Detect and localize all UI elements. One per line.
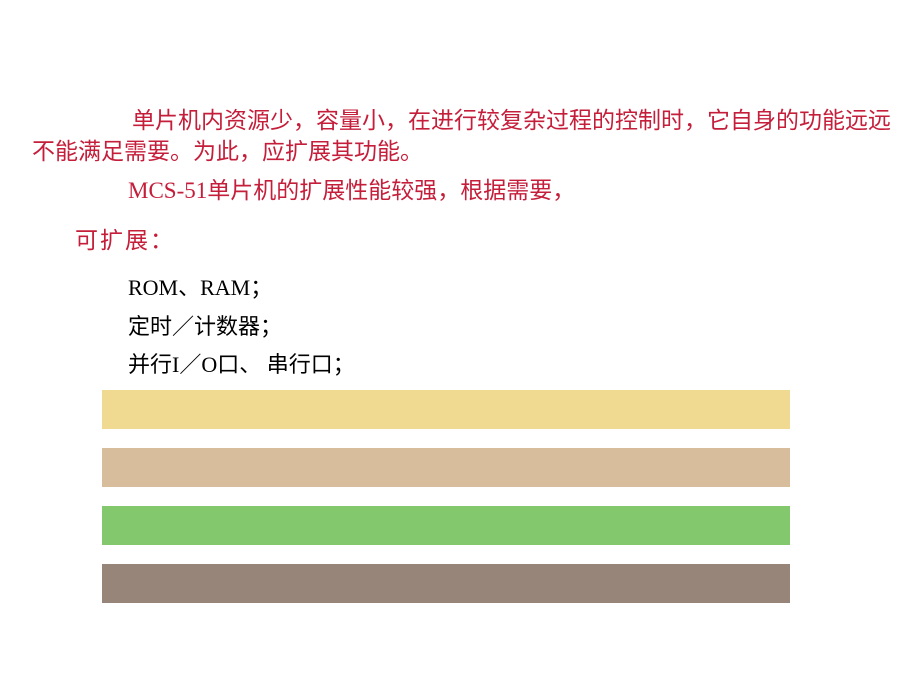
intro-paragraph-1: 单片机内资源少，容量小，在进行较复杂过程的控制时，它自身的功能远远不能满足需要。… (0, 105, 920, 167)
list-item: 定时／计数器； (128, 308, 920, 347)
color-bar-2 (102, 448, 790, 487)
list-item: 并行I／O口、 串行口； (128, 346, 920, 385)
color-bar-3 (102, 506, 790, 545)
color-bar-4 (102, 564, 790, 603)
color-bars-container (102, 390, 790, 622)
intro-paragraph-2: MCS-51单片机的扩展性能较强，根据需要， (0, 175, 920, 206)
slide-container: 单片机内资源少，容量小，在进行较复杂过程的控制时，它自身的功能远远不能满足需要。… (0, 0, 920, 690)
list-item: ROM、RAM； (128, 269, 920, 308)
expand-label: 可扩展： (0, 221, 920, 255)
color-bar-1 (102, 390, 790, 429)
